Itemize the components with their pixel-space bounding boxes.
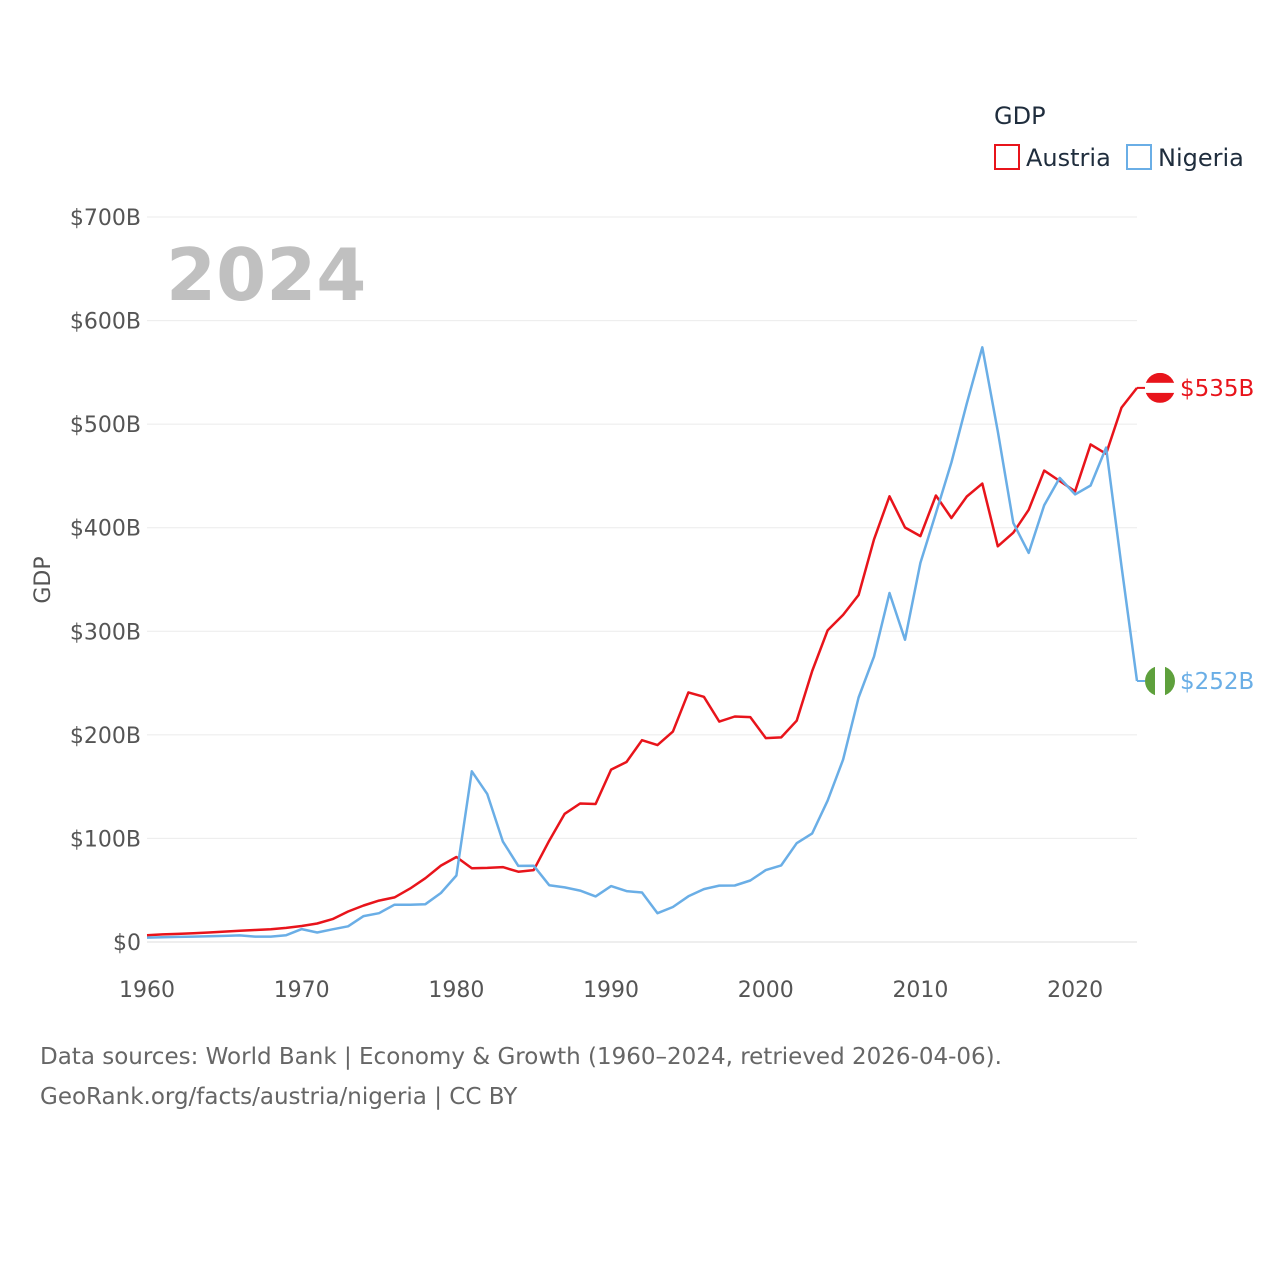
series-lines: [146, 346, 1139, 939]
x-tick-label: 2010: [892, 978, 948, 1003]
y-tick-label: $600B: [70, 310, 141, 335]
end-value-label-austria: $535B: [1180, 376, 1254, 402]
y-tick-label: $500B: [70, 413, 141, 438]
year-watermark: 2024: [166, 233, 366, 317]
series-line-austria: [146, 387, 1138, 937]
legend-title: GDP: [994, 102, 1046, 130]
x-tick-label: 1960: [119, 978, 175, 1003]
y-tick-label: $100B: [70, 827, 141, 852]
y-tick-label: $0: [113, 931, 141, 956]
x-tick-label: 1980: [428, 978, 484, 1003]
legend: GDP Austria Nigeria: [994, 102, 1244, 172]
legend-swatch-austria[interactable]: [994, 144, 1020, 170]
y-axis-ticks: $0 $100B $200B $300B $400B $500B $600B $700B: [70, 206, 141, 956]
gridlines: [147, 216, 1137, 943]
x-tick-label: 2020: [1047, 978, 1103, 1003]
x-axis-ticks: 1960 1970 1980 1990 2000 2010 2020: [119, 978, 1103, 1003]
end-value-label-nigeria: $252B: [1180, 669, 1254, 695]
y-axis-label: GDP: [31, 556, 56, 603]
flag-nigeria-icon: [1145, 666, 1175, 696]
y-tick-label: $700B: [70, 206, 141, 231]
x-tick-label: 1970: [274, 978, 330, 1003]
series-end-markers: $535B $252B: [1137, 372, 1254, 696]
source-line-2[interactable]: GeoRank.org/facts/austria/nigeria | CC B…: [40, 1084, 518, 1110]
y-tick-label: $300B: [70, 620, 141, 645]
y-tick-label: $400B: [70, 517, 141, 542]
gdp-line-chart: $0 $100B $200B $300B $400B $500B $600B $700B 19…: [31, 102, 1254, 1003]
legend-swatch-nigeria[interactable]: [1126, 144, 1152, 170]
legend-label-nigeria[interactable]: Nigeria: [1158, 144, 1244, 172]
x-tick-label: 1990: [583, 978, 639, 1003]
x-tick-label: 2000: [738, 978, 794, 1003]
source-line-1: Data sources: World Bank | Economy & Gro…: [40, 1044, 1002, 1070]
y-tick-label: $200B: [70, 724, 141, 749]
legend-label-austria[interactable]: Austria: [1026, 144, 1111, 172]
flag-austria-icon: [1145, 372, 1175, 403]
series-line-nigeria: [146, 346, 1139, 939]
